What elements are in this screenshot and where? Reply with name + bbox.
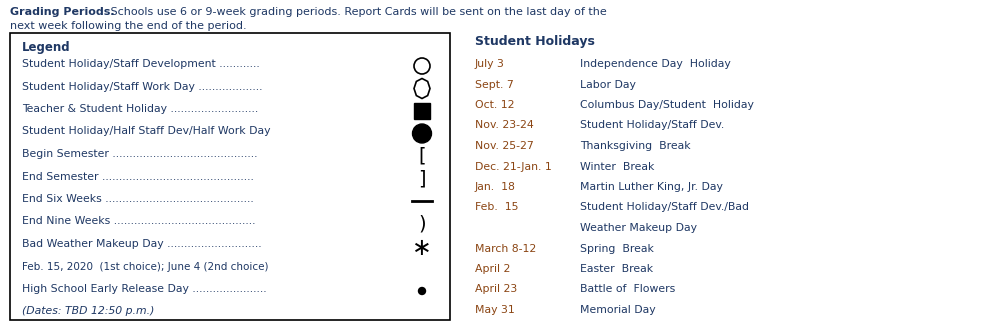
Text: [: [ [418, 147, 426, 166]
Text: Begin Semester ...........................................: Begin Semester .........................… [22, 149, 257, 159]
Text: Student Holiday/Staff Dev.: Student Holiday/Staff Dev. [580, 121, 725, 131]
Text: Student Holidays: Student Holidays [475, 35, 595, 48]
Text: April 2: April 2 [475, 264, 511, 274]
Text: High School Early Release Day ......................: High School Early Release Day ..........… [22, 284, 266, 294]
Text: Martin Luther King, Jr. Day: Martin Luther King, Jr. Day [580, 182, 723, 192]
Text: Easter  Break: Easter Break [580, 264, 653, 274]
Circle shape [412, 124, 432, 143]
Text: April 23: April 23 [475, 284, 518, 294]
Text: Oct. 12: Oct. 12 [475, 100, 515, 110]
Text: ∗: ∗ [412, 236, 432, 260]
Text: Legend: Legend [22, 41, 71, 54]
Text: May 31: May 31 [475, 305, 515, 315]
Text: End Six Weeks ............................................: End Six Weeks ..........................… [22, 194, 253, 204]
Text: Columbus Day/Student  Holiday: Columbus Day/Student Holiday [580, 100, 754, 110]
Text: ): ) [418, 214, 426, 233]
Text: Student Holiday/Half Staff Dev/Half Work Day: Student Holiday/Half Staff Dev/Half Work… [22, 126, 270, 136]
Text: next week following the end of the period.: next week following the end of the perio… [10, 21, 246, 31]
Text: Feb.  15: Feb. 15 [475, 202, 519, 213]
Text: End Semester .............................................: End Semester ...........................… [22, 172, 253, 181]
Text: Teacher & Student Holiday ..........................: Teacher & Student Holiday ..............… [22, 104, 258, 114]
Text: Thanksgiving  Break: Thanksgiving Break [580, 141, 690, 151]
Text: Student Holiday/Staff Development ............: Student Holiday/Staff Development ......… [22, 59, 259, 69]
Text: (Dates: TBD 12:50 p.m.): (Dates: TBD 12:50 p.m.) [22, 306, 155, 317]
Text: Student Holiday/Staff Dev./Bad: Student Holiday/Staff Dev./Bad [580, 202, 749, 213]
Text: Feb. 15, 2020  (1st choice); June 4 (2nd choice): Feb. 15, 2020 (1st choice); June 4 (2nd … [22, 262, 268, 271]
Text: March 8-12: March 8-12 [475, 243, 536, 254]
Text: Spring  Break: Spring Break [580, 243, 654, 254]
Text: Nov. 25-27: Nov. 25-27 [475, 141, 533, 151]
Bar [10, 33, 450, 320]
Text: Nov. 23-24: Nov. 23-24 [475, 121, 533, 131]
Bar [414, 103, 430, 119]
Text: ]: ] [418, 170, 426, 188]
Text: Independence Day  Holiday: Independence Day Holiday [580, 59, 731, 69]
Text: Winter  Break: Winter Break [580, 162, 655, 172]
Text: Dec. 21-Jan. 1: Dec. 21-Jan. 1 [475, 162, 552, 172]
Text: Jan.  18: Jan. 18 [475, 182, 516, 192]
Text: Weather Makeup Day: Weather Makeup Day [580, 223, 697, 233]
Text: Student Holiday/Staff Work Day ...................: Student Holiday/Staff Work Day .........… [22, 82, 262, 92]
Text: Battle of  Flowers: Battle of Flowers [580, 284, 675, 294]
Text: Bad Weather Makeup Day ............................: Bad Weather Makeup Day .................… [22, 239, 261, 249]
Text: Schools use 6 or 9-week grading periods. Report Cards will be sent on the last d: Schools use 6 or 9-week grading periods.… [107, 7, 606, 17]
Circle shape [418, 288, 426, 294]
Text: Labor Day: Labor Day [580, 80, 636, 89]
Text: Memorial Day: Memorial Day [580, 305, 656, 315]
Text: End Nine Weeks ..........................................: End Nine Weeks .........................… [22, 216, 255, 227]
Text: July 3: July 3 [475, 59, 505, 69]
Text: Sept. 7: Sept. 7 [475, 80, 514, 89]
Text: Grading Periods.: Grading Periods. [10, 7, 114, 17]
